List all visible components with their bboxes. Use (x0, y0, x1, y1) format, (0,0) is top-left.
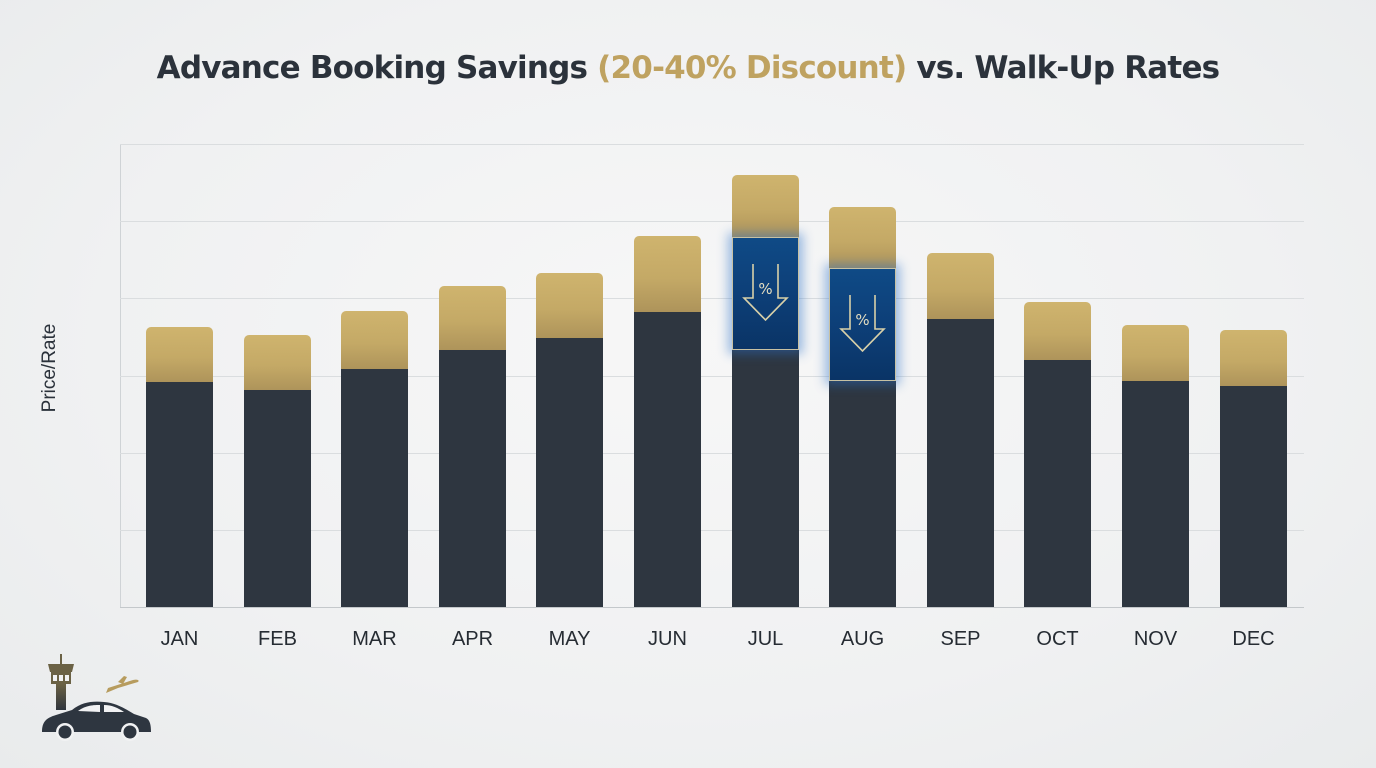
y-axis-label: Price/Rate (39, 323, 60, 413)
percent-down-arrow-icon: % (742, 264, 789, 322)
advance-segment (439, 350, 506, 607)
bar-may (536, 272, 603, 607)
x-label-dec: DEC (1232, 628, 1275, 650)
walk-up-segment (634, 235, 701, 314)
advance-segment (244, 390, 311, 607)
x-label-feb: FEB (258, 628, 297, 650)
walk-up-segment (927, 252, 994, 321)
svg-text:%: % (758, 280, 772, 298)
walk-up-segment (244, 335, 311, 392)
x-label-nov: NOV (1133, 628, 1178, 650)
title-text: Advance Booking Savings (156, 50, 598, 86)
advance-segment (536, 338, 603, 607)
bar-oct (1024, 302, 1091, 607)
plot-area: %% (120, 144, 1304, 608)
bar-nov (1122, 325, 1189, 607)
bar-mar (341, 311, 408, 607)
walk-up-segment (341, 311, 408, 371)
walk-up-segment (536, 272, 603, 340)
x-label-jun: JUN (648, 628, 687, 650)
walk-up-segment (829, 206, 896, 270)
bar-apr (439, 285, 506, 607)
x-label-apr: APR (451, 628, 494, 650)
walk-up-segment (1220, 329, 1287, 388)
advance-segment (927, 319, 994, 607)
walk-up-segment (1024, 302, 1091, 362)
bar-aug (829, 206, 896, 607)
title-text-end: vs. Walk-Up Rates (906, 50, 1220, 86)
advance-segment (146, 382, 213, 607)
gridline (120, 376, 1304, 377)
x-label-oct: OCT (1036, 628, 1079, 650)
gridline (120, 298, 1304, 299)
x-label-jul: JUL (747, 628, 784, 650)
advance-segment (1220, 386, 1287, 607)
advance-segment (1122, 380, 1189, 607)
advance-segment (1024, 360, 1091, 607)
x-axis-line (120, 607, 1304, 608)
bar-feb (244, 335, 311, 607)
bar-sep (927, 252, 994, 607)
bar-dec (1220, 329, 1287, 607)
advance-segment (634, 312, 701, 607)
walk-up-segment (146, 326, 213, 384)
walk-up-segment (732, 174, 799, 239)
percent-down-arrow-icon: % (839, 295, 886, 353)
bar-jan (146, 326, 213, 607)
gridline (120, 144, 1304, 145)
airport-tower-car-plane-icon (42, 654, 151, 741)
walk-up-segment (439, 285, 506, 352)
x-label-aug: AUG (840, 628, 885, 650)
bar-jun (634, 235, 701, 607)
discount-highlight-aug: % (829, 268, 896, 382)
discount-highlight-jul: % (732, 237, 799, 351)
gridline (120, 221, 1304, 222)
x-label-mar: MAR (352, 628, 397, 650)
x-label-sep: SEP (940, 628, 981, 650)
chart-title: Advance Booking Savings (20-40% Discount… (0, 50, 1376, 86)
x-label-may: MAY (548, 628, 591, 650)
gridline (120, 530, 1304, 531)
svg-text:%: % (855, 311, 869, 329)
title-accent-text: (20-40% Discount) (597, 50, 907, 86)
advance-segment (341, 369, 408, 607)
walk-up-segment (1122, 325, 1189, 382)
x-label-jan: JAN (160, 628, 199, 650)
gridline (120, 453, 1304, 454)
